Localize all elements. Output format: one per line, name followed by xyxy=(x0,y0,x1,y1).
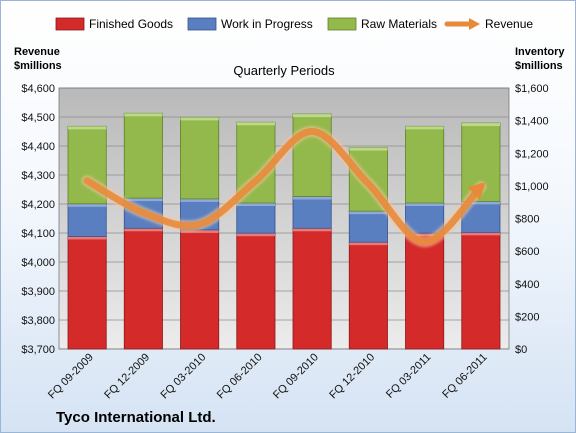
bar-work-in-progress xyxy=(348,210,388,243)
bar-work-in-progress xyxy=(292,196,332,229)
bar-work-in-progress xyxy=(405,202,445,234)
bar-cap xyxy=(349,147,388,151)
bar-finished-goods xyxy=(180,229,220,350)
x-tick-label: FQ 03-2010 xyxy=(158,351,208,401)
bar-cap xyxy=(461,123,500,127)
bar-cap xyxy=(124,228,163,232)
bar-cap xyxy=(293,114,332,118)
left-axis-title-line1: Revenue xyxy=(14,46,60,58)
left-tick-label: $4,600 xyxy=(21,83,55,95)
bar-cap xyxy=(293,228,332,232)
right-axis-ticks: $0 $200 $400 $600 $800 $1,000 $1,200 $1,400 $1,6… xyxy=(515,83,549,356)
right-tick-label: $400 xyxy=(515,279,539,291)
bar-cap xyxy=(180,117,219,121)
legend-label-finished-goods: Finished Goods xyxy=(89,17,173,31)
right-tick-label: $1,000 xyxy=(515,181,549,193)
left-axis-ticks: $3,700 $3,800 $3,900 $4,000 $4,100 $4,200 $4,3… xyxy=(21,83,55,356)
x-tick-label: FQ 12-2010 xyxy=(327,351,377,401)
bar-cap xyxy=(68,203,107,207)
bar-cap xyxy=(236,122,275,126)
bar-cap xyxy=(68,126,107,130)
legend-label-raw-materials: Raw Materials xyxy=(361,17,437,31)
bar-finished-goods xyxy=(123,227,163,350)
revenue-line-path xyxy=(83,127,485,246)
bar-cap xyxy=(236,233,275,237)
legend-label-work-in-progress: Work in Progress xyxy=(221,17,313,31)
legend: Finished Goods Work in Progress Raw Mate… xyxy=(55,17,533,31)
x-tick-label: FQ 06-2011 xyxy=(440,351,489,400)
right-tick-label: $1,200 xyxy=(515,148,549,160)
plot-border xyxy=(58,87,510,350)
bar-finished-goods xyxy=(67,236,107,350)
left-tick-label: $4,000 xyxy=(21,257,55,269)
bar-cap xyxy=(405,203,444,207)
legend-swatch-finished-goods xyxy=(55,17,85,31)
bar-cap xyxy=(293,196,332,200)
bar-cap xyxy=(236,203,275,207)
left-tick-label: $4,500 xyxy=(21,112,55,124)
right-tick-label: $200 xyxy=(515,311,539,323)
chart-title: Quarterly Periods xyxy=(233,63,335,78)
bar-cap xyxy=(68,236,107,240)
company-name: Tyco International Ltd. xyxy=(56,409,216,426)
right-tick-label: $1,400 xyxy=(515,116,549,128)
bar-finished-goods xyxy=(461,231,501,350)
legend-swatch-raw-materials xyxy=(327,17,357,31)
bar-cap xyxy=(349,211,388,215)
right-axis-title-line2: $millions xyxy=(515,60,563,72)
left-tick-label: $4,200 xyxy=(21,199,55,211)
bar-series xyxy=(67,112,501,350)
bar-finished-goods xyxy=(236,232,276,350)
bar-finished-goods xyxy=(405,232,445,350)
bar-raw-materials xyxy=(180,116,220,200)
bar-cap xyxy=(124,198,163,202)
x-tick-label: FQ 09-2009 xyxy=(46,351,96,401)
bar-cap xyxy=(461,232,500,236)
legend-swatch-work-in-progress xyxy=(187,17,217,31)
left-tick-label: $4,300 xyxy=(21,170,55,182)
revenue-arrow-icon xyxy=(467,182,486,201)
bar-cap xyxy=(124,113,163,117)
right-tick-label: $600 xyxy=(515,246,539,258)
bar-raw-materials xyxy=(405,125,445,204)
revenue-line xyxy=(81,126,487,248)
right-axis-title-line1: Inventory xyxy=(515,46,565,58)
right-tick-label: $1,600 xyxy=(515,83,549,95)
x-tick-label: FQ 03-2011 xyxy=(384,351,433,400)
x-tick-label: FQ 12-2009 xyxy=(102,351,152,401)
legend-arrow-icon xyxy=(469,18,480,30)
bar-cap xyxy=(461,201,500,205)
bar-work-in-progress xyxy=(236,202,276,234)
x-tick-label: FQ 09-2010 xyxy=(271,351,321,401)
bar-cap xyxy=(405,126,444,130)
bar-work-in-progress xyxy=(67,203,107,237)
x-tick-label: FQ 06-2010 xyxy=(215,351,265,401)
right-tick-label: $800 xyxy=(515,214,539,226)
x-axis-ticks: FQ 09-2009 FQ 12-2009 FQ 03-2010 FQ 06-2010… xyxy=(46,351,490,401)
bar-cap xyxy=(405,233,444,237)
bar-finished-goods xyxy=(292,227,332,350)
left-tick-label: $3,700 xyxy=(21,344,55,356)
left-axis-title-line2: $millions xyxy=(14,60,62,72)
left-tick-label: $4,400 xyxy=(21,141,55,153)
left-tick-label: $4,100 xyxy=(21,228,55,240)
left-tick-label: $3,800 xyxy=(21,315,55,327)
bar-cap xyxy=(180,198,219,202)
legend-label-revenue: Revenue xyxy=(485,17,533,31)
bar-finished-goods xyxy=(348,241,388,350)
right-tick-label: $0 xyxy=(515,344,527,356)
bar-cap xyxy=(349,242,388,246)
bar-cap xyxy=(180,229,219,233)
bar-raw-materials xyxy=(123,112,163,199)
left-tick-label: $3,900 xyxy=(21,286,55,298)
